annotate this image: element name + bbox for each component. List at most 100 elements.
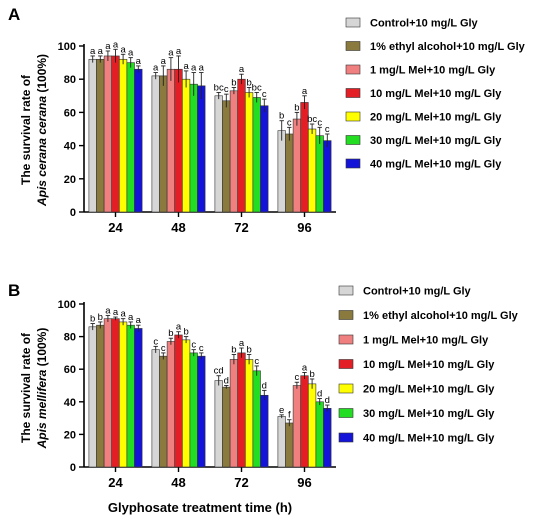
panel-b-significance-letter: f [288,410,291,421]
panel-a: A The survival rate of Apis cerana ceran… [8,5,526,235]
panel-a-bar [182,78,191,213]
panel-a-significance-letter: b [246,78,251,89]
panel-b-significance-letter: c [199,343,204,354]
panel-b-bar [134,328,143,468]
panel-a-legend-label: 30 mg/L Mel+10 mg/L Gly [370,135,502,147]
panel-a-significance-letter: c [262,89,267,100]
panel-b-bar [245,359,254,468]
panel-a-significance-letter: b [231,78,236,89]
panel-b-bar [119,321,128,468]
panel-a-bar [151,75,160,213]
panel-a-legend-swatch [345,135,361,145]
panel-b-x-tick-label: 96 [297,475,311,490]
panel-a-significance-letter: a [191,63,197,74]
panel-a-significance-letter: b [294,102,299,113]
panel-b-significance-letter: d [325,395,330,406]
panel-a-bar [285,133,294,213]
panel-b-significance-letter: b [168,328,173,339]
panel-a-significance-letter: a [239,64,245,75]
panel-b-legend-swatch [338,383,354,394]
panel-b-significance-letter: d [317,389,322,400]
panel-b-ylabel-line1: The survival rate of [19,332,33,443]
panel-b-x-tick-label: 72 [234,475,248,490]
panel-b-bar [277,416,286,468]
panel-a-y-tick-label: 60 [64,107,76,119]
panel-b-bar [189,352,198,468]
x-axis-title: Glyphosate treatment time (h) [108,500,292,515]
panel-a-x-tick-label: 72 [234,220,248,235]
panel-b-significance-letter: c [153,336,158,347]
panel-a-ylabel-unit: (100%) [35,54,49,96]
panel-a-bar [323,140,332,213]
panel-a-significance-letter: a [113,39,119,50]
panel-b-significance-letter: a [113,307,119,318]
panel-a-letter: A [8,5,20,24]
panel-a-bar [166,68,176,213]
panel-b-ylabel-species: Apis mellifera [35,369,49,449]
panel-a-legend: Control+10 mg/L Gly 1% ethyl alcohol+10 m… [345,17,526,171]
panel-b-significance-letter: b [246,345,251,356]
panel-a-significance-letter: bc [307,114,317,125]
panel-b-bar [214,380,223,468]
panel-a-legend-label: 10 mg/L Mel+10 mg/L Gly [370,88,502,100]
panel-b-significance-letter: a [128,312,134,323]
panel-b-y-tick-label: 60 [64,364,76,376]
panel-a-significance-letter: a [128,48,134,59]
panel-b-letter: B [8,281,20,300]
panel-a-legend-swatch [345,158,361,169]
panel-b-bar [111,318,120,468]
panel-b-y-tick-label: 80 [64,332,76,344]
panel-b-significance-letter: a [302,362,308,373]
panel-a-y-tick-label: 0 [70,207,76,219]
panel-a-legend-swatch [345,17,361,28]
panel-a-bar [189,83,198,213]
panel-b-y-tick-label: 100 [58,299,76,311]
panel-b-bar [285,422,294,468]
panel-a-bar [222,100,231,213]
panel-b-bar [292,385,302,468]
panel-a-significance-letter: a [183,61,189,72]
panel-a-significance-letter: a [105,41,111,52]
panel-b-bar [88,326,97,468]
panel-a-significance-letter: c [287,117,292,128]
panel-b-legend-label: 20 mg/L Mel+10 mg/L Gly [363,384,495,396]
panel-a-bar [174,68,183,213]
panel-a-bar [292,118,302,213]
panel-a-legend-swatch [345,88,361,98]
panel-b-significance-letter: b [231,345,236,356]
panel-b-y-tick-label: 0 [70,462,76,474]
panel-a-bar [245,92,254,213]
panel-a-x-tick-label: 48 [171,220,185,235]
panel-a-legend-swatch [345,111,361,122]
panel-a-x-tick-label: 24 [108,220,123,235]
panel-b-ylabel-unit: (100%) [35,328,49,370]
panel-a-bar [229,90,239,213]
panel-a-bar [315,135,324,213]
panel-a-significance-letter: a [98,46,104,57]
panel-a-bar [277,130,286,213]
panel-b-significance-letter: e [279,405,284,416]
panel-a-bar [260,105,269,213]
panel-a-significance-letter: a [120,44,126,55]
panel-a-bar [237,78,246,213]
panel-b-significance-letter: d [224,376,229,387]
panel-a-bar [159,75,168,213]
panel-b-bar [126,324,135,468]
panel-b-legend-label: 10 mg/L Mel+10 mg/L Gly [363,359,495,371]
panel-a-significance-letter: a [136,56,142,67]
panel-b-legend-swatch [338,334,354,345]
panel-a-ylabel-species: Apis cerana cerana [35,96,49,207]
panel-b-bar [159,355,168,468]
panel-a-bar [111,55,120,213]
panel-b-significance-letter: a [176,322,182,333]
panel-a-legend-swatch [345,41,361,51]
panel-a-bar [119,58,128,213]
panel-b-significance-letter: b [90,314,95,325]
panel-a-y-tick-label: 100 [58,41,76,53]
panel-b-significance-letter: b [183,327,188,338]
panel-a-significance-letter: a [153,63,159,74]
panel-a-y-tick-label: 20 [64,174,76,186]
panel-b-legend-label: 40 mg/L Mel+10 mg/L Gly [363,433,495,445]
